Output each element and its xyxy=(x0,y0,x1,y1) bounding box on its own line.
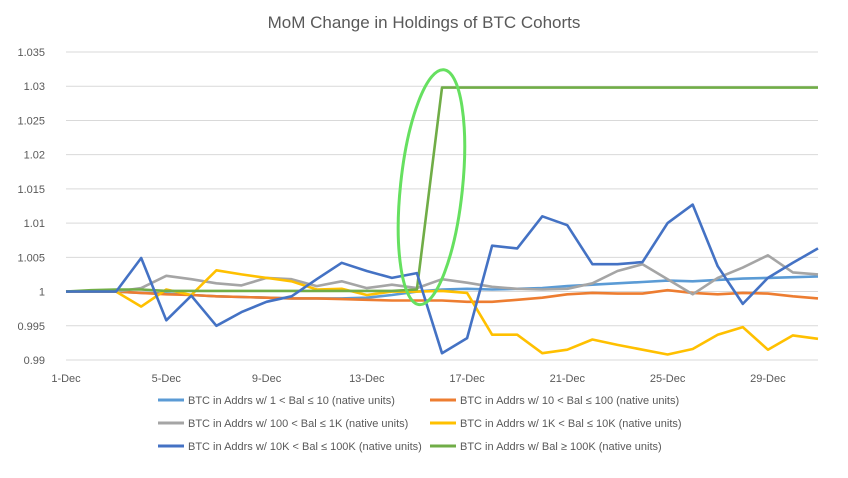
y-axis-ticks: 0.99 0.995 1 1.005 1.01 1.015 1.02 1.025 1.03 1.0… xyxy=(17,47,45,367)
x-axis-ticks: 1-Dec 5-Dec 9-Dec 13-Dec 17-Dec 21-Dec 25-Dec 2… xyxy=(51,373,786,385)
legend-label: BTC in Addrs w/ 10 < Bal ≤ 100 (native u… xyxy=(460,395,679,407)
y-tick-label: 1.02 xyxy=(24,150,45,162)
x-tick-label: 29-Dec xyxy=(750,373,786,385)
y-tick-label: 1.035 xyxy=(17,47,45,59)
legend-label: BTC in Addrs w/ 100 < Bal ≤ 1K (native u… xyxy=(188,418,408,430)
x-tick-label: 25-Dec xyxy=(650,373,686,385)
y-tick-label: 0.995 xyxy=(17,321,45,333)
x-tick-label: 9-Dec xyxy=(252,373,282,385)
y-tick-label: 1.03 xyxy=(24,81,45,93)
y-tick-label: 0.99 xyxy=(24,355,45,367)
legend: BTC in Addrs w/ 1 < Bal ≤ 10 (native uni… xyxy=(158,395,682,453)
y-tick-label: 1.005 xyxy=(17,252,45,264)
legend-label: BTC in Addrs w/ 1 < Bal ≤ 10 (native uni… xyxy=(188,395,395,407)
x-tick-label: 17-Dec xyxy=(449,373,485,385)
legend-label: BTC in Addrs w/ Bal ≥ 100K (native units… xyxy=(460,441,662,453)
chart-title: MoM Change in Holdings of BTC Cohorts xyxy=(268,13,581,32)
legend-label: BTC in Addrs w/ 10K < Bal ≤ 100K (native… xyxy=(188,441,422,453)
x-tick-label: 21-Dec xyxy=(550,373,586,385)
highlight-ellipse xyxy=(396,68,467,307)
series-line-6 xyxy=(65,86,818,293)
x-tick-label: 13-Dec xyxy=(349,373,385,385)
series-lines xyxy=(65,86,819,356)
x-tick-label: 5-Dec xyxy=(152,373,182,385)
gridlines xyxy=(66,51,818,361)
legend-label: BTC in Addrs w/ 1K < Bal ≤ 10K (native u… xyxy=(460,418,682,430)
series-line-4 xyxy=(66,268,819,356)
y-tick-label: 1.015 xyxy=(17,184,45,196)
series-line-5 xyxy=(66,203,819,355)
y-tick-label: 1 xyxy=(39,287,45,299)
x-tick-label: 1-Dec xyxy=(51,373,81,385)
y-tick-label: 1.025 xyxy=(17,115,45,127)
y-tick-label: 1.01 xyxy=(24,218,45,230)
